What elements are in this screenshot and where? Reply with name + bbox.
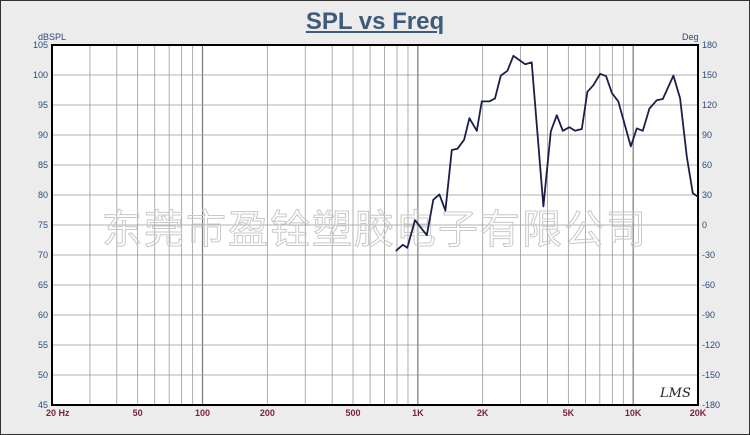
data-point	[468, 117, 470, 119]
data-point	[463, 139, 465, 141]
data-point	[574, 130, 576, 132]
y-tick-label: 105	[33, 40, 48, 50]
data-point	[488, 100, 490, 102]
y-tick-label: 55	[38, 340, 48, 350]
x-tick-label: 500	[346, 408, 361, 418]
lms-logo: LMS	[659, 386, 691, 401]
data-point	[438, 193, 440, 195]
plot-border	[51, 44, 699, 406]
data-point	[512, 55, 514, 57]
data-point	[402, 244, 404, 246]
y-axis-label: dBSPL	[38, 32, 66, 42]
x-tick-label: 5K	[563, 408, 575, 418]
x-tick-label: 10K	[625, 408, 642, 418]
data-point	[481, 100, 483, 102]
y-tick-label: 65	[38, 280, 48, 290]
y-tick-label: 90	[38, 130, 48, 140]
data-point	[599, 73, 601, 75]
data-point	[426, 234, 428, 236]
series-line-spl	[395, 54, 699, 252]
data-point	[648, 108, 650, 110]
chart-title: SPL vs Freq	[305, 8, 445, 35]
data-point	[568, 126, 571, 128]
data-point	[586, 91, 588, 93]
data-point	[550, 130, 552, 132]
y-tick-label: 70	[38, 250, 48, 260]
y-tick-label: 75	[38, 220, 48, 230]
x-tick-label: 100	[195, 408, 210, 418]
data-point	[395, 250, 397, 252]
y-tick-label: 100	[33, 70, 48, 80]
x-tick-label: 20 Hz	[46, 408, 70, 418]
y2-tick-label: 60	[702, 160, 712, 170]
x-tick-label: 50	[133, 408, 143, 418]
y-tick-label: 85	[38, 160, 48, 170]
x-tick-label: 200	[260, 408, 275, 418]
data-point	[642, 130, 644, 132]
data-point	[414, 219, 416, 221]
y2-tick-label: 150	[702, 70, 717, 80]
watermark-text: 东莞市盈铨塑胶电子有限公司	[102, 207, 648, 253]
data-point	[692, 192, 694, 194]
y-tick-label: 50	[38, 370, 48, 380]
y2-tick-label: 180	[702, 40, 717, 50]
data-point	[679, 97, 681, 99]
y2-tick-label: -60	[702, 280, 715, 290]
x-tick-label: 20K	[690, 408, 707, 418]
data-point	[636, 127, 638, 129]
data-point	[592, 84, 594, 86]
data-point	[451, 149, 453, 151]
data-point	[519, 60, 521, 62]
y2-tick-label: -90	[702, 310, 715, 320]
data-point	[542, 205, 544, 207]
y2-tick-label: -150	[702, 370, 720, 380]
data-point	[556, 114, 558, 116]
data-point	[494, 97, 496, 99]
x-tick-label: 2K	[477, 408, 489, 418]
y-tick-label: 60	[38, 310, 48, 320]
data-point	[630, 145, 632, 147]
data-point	[524, 63, 526, 65]
data-point	[562, 130, 564, 132]
data-point	[444, 210, 446, 212]
data-point	[697, 196, 699, 198]
data-point	[672, 75, 675, 77]
y2-tick-label: -180	[702, 400, 720, 410]
y2-tick-label: 0	[702, 220, 707, 230]
data-point	[686, 156, 688, 158]
data-point	[656, 99, 658, 101]
y2-axis-label: Deg	[682, 32, 699, 42]
y2-tick-label: 90	[702, 130, 712, 140]
data-point	[605, 75, 607, 77]
y2-tick-label: 30	[702, 190, 712, 200]
data-point	[432, 199, 434, 201]
x-tick-label: 1K	[412, 408, 424, 418]
data-point	[611, 92, 613, 94]
data-point	[506, 70, 508, 72]
data-point	[456, 148, 459, 150]
data-point	[476, 130, 478, 132]
y2-tick-label: -120	[702, 340, 720, 350]
y2-tick-label: 120	[702, 100, 717, 110]
y-tick-label: 80	[38, 190, 48, 200]
data-point	[617, 100, 619, 102]
y-tick-label: 95	[38, 100, 48, 110]
data-point	[500, 75, 502, 77]
data-point	[531, 61, 533, 64]
y-tick-label: 45	[38, 400, 48, 410]
data-point	[581, 128, 583, 130]
data-point	[662, 98, 664, 100]
y2-tick-label: -30	[702, 250, 715, 260]
data-point	[406, 247, 408, 249]
